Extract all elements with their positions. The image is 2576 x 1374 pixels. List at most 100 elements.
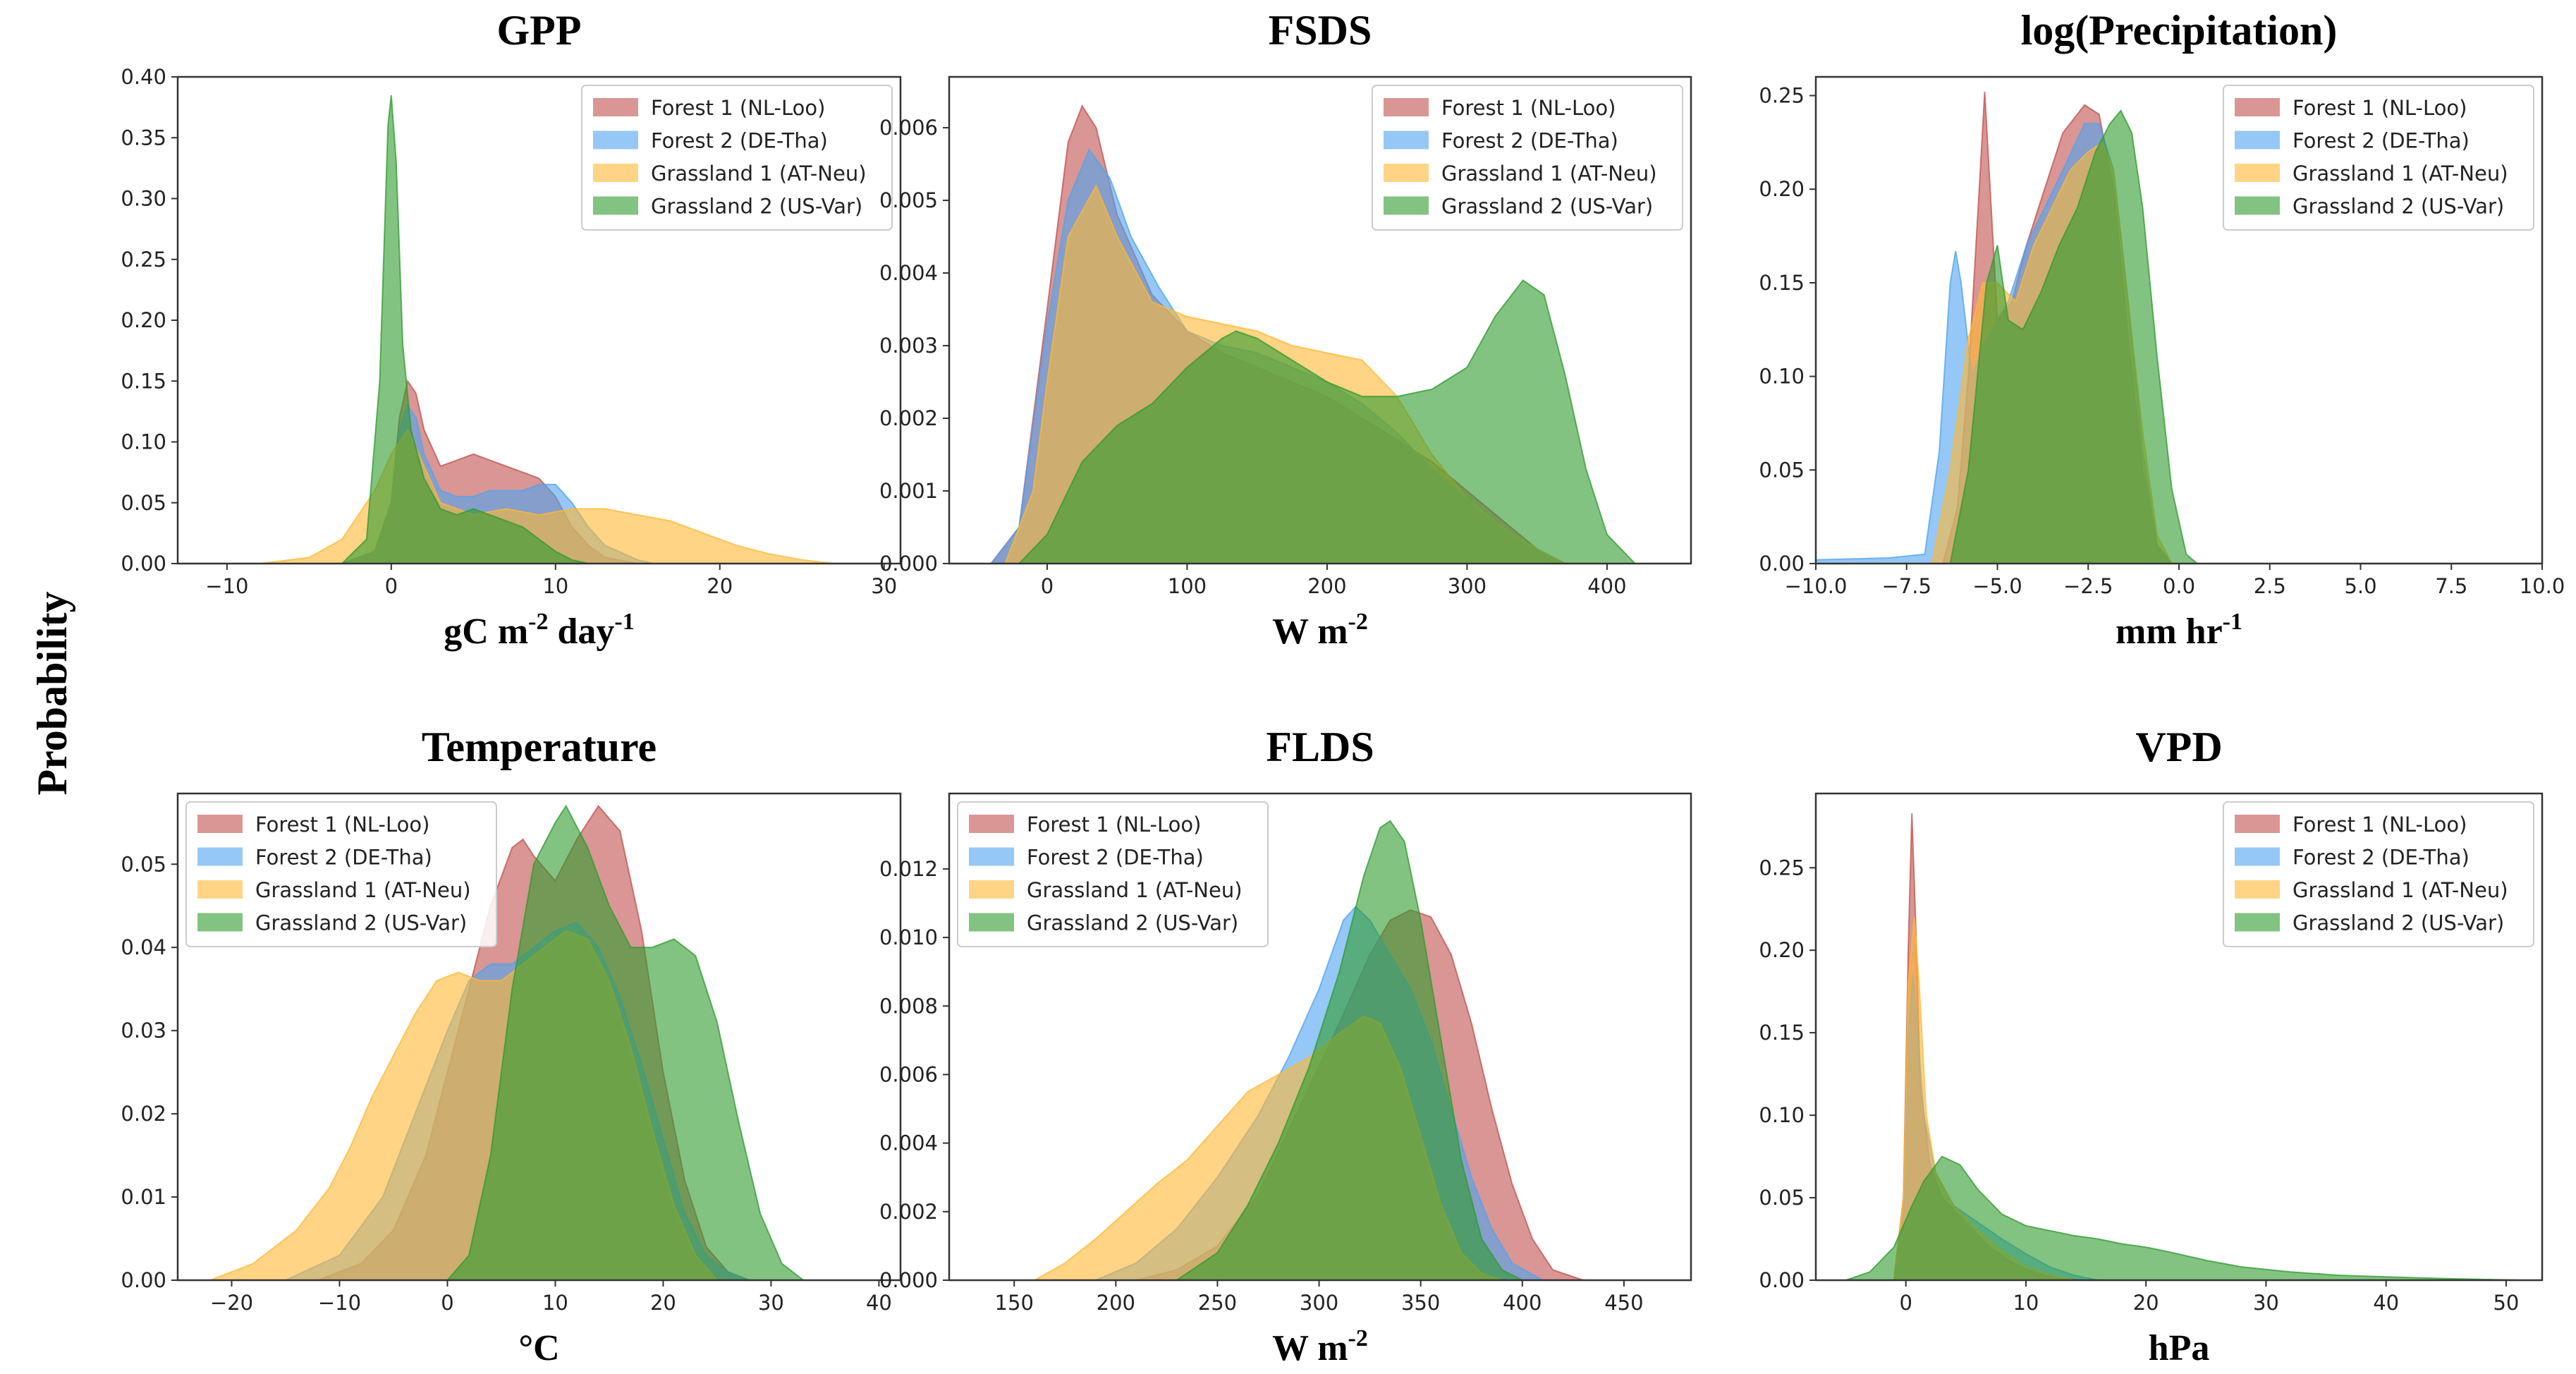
y-tick-label: 0.15 <box>1759 271 1805 295</box>
legend: Forest 1 (NL-Loo) Forest 2 (DE-Tha) Grassl… <box>185 801 497 947</box>
x-tick-label: 350 <box>1401 1291 1440 1315</box>
legend-label: Grassland 1 (AT-Neu) <box>2293 878 2508 902</box>
chart-title: log(Precipitation) <box>2021 7 2338 54</box>
x-axis-label: W m-2 <box>1272 1325 1368 1368</box>
legend-swatch <box>197 880 243 899</box>
legend-swatch <box>593 130 638 150</box>
legend: Forest 1 (NL-Loo) Forest 2 (DE-Tha) Grassl… <box>2223 85 2534 231</box>
y-tick-label: 0.25 <box>121 248 166 272</box>
y-tick-label: 0.30 <box>121 187 166 211</box>
chart-panel-3: −10.0 −7.5 −5.0 −2.5 0.0 2.5 5.0 7.5 10.0 0.00 0.0… <box>1759 7 2565 652</box>
x-tick-label: 10 <box>542 1291 568 1315</box>
x-tick-label: 250 <box>1198 1291 1237 1315</box>
legend: Forest 1 (NL-Loo) Forest 2 (DE-Tha) Grassl… <box>2223 801 2534 947</box>
legend-swatch <box>197 847 243 866</box>
x-tick-label: 2.5 <box>2254 574 2286 598</box>
y-tick-label: 0.25 <box>1759 856 1805 880</box>
x-tick-label: 20 <box>2133 1291 2159 1315</box>
legend-label: Forest 1 (NL-Loo) <box>255 813 429 837</box>
series-area-4 <box>446 804 805 1280</box>
x-axis-label: gC m-2 day-1 <box>444 609 634 652</box>
y-tick-label: 0.10 <box>1759 365 1805 389</box>
x-axis-label: mm hr-1 <box>2116 609 2242 652</box>
x-tick-label: −20 <box>210 1291 253 1315</box>
x-tick-label: 10 <box>2013 1291 2039 1315</box>
y-tick-label: 0.10 <box>1759 1103 1805 1127</box>
legend-box <box>1372 85 1683 231</box>
legend-label: Grassland 1 (AT-Neu) <box>1027 878 1243 902</box>
plot-frame <box>948 75 1692 565</box>
series-area-4 <box>1176 820 1523 1280</box>
plot-frame <box>948 792 1692 1282</box>
legend-swatch <box>2235 164 2280 182</box>
x-tick-label: 30 <box>758 1291 784 1315</box>
x-tick-label: 400 <box>1503 1291 1542 1315</box>
x-tick-label: 10.0 <box>2520 574 2565 598</box>
y-tick-label: 0.20 <box>1759 177 1805 201</box>
legend-label: Forest 1 (NL-Loo) <box>2293 813 2467 837</box>
chart-panel-6: 0 10 20 30 40 50 0.00 0.05 0.10 0.15 0.20 0.25 VPD hP… <box>1759 724 2544 1368</box>
legend-swatch <box>969 847 1014 866</box>
y-tick-label: 0.01 <box>121 1185 166 1209</box>
y-tick-label: 0.00 <box>121 1268 166 1292</box>
legend-box <box>2223 85 2534 231</box>
legend-label: Grassland 2 (US-Var) <box>2293 195 2504 219</box>
chart-title: FLDS <box>1266 724 1374 770</box>
y-tick-label: 0.05 <box>121 852 166 876</box>
y-tick-label: 0.05 <box>1759 458 1805 482</box>
legend-box <box>957 801 1269 947</box>
legend-swatch <box>593 164 638 182</box>
x-tick-label: 40 <box>866 1291 892 1315</box>
y-tick-label: 0.000 <box>879 1268 938 1292</box>
legend-swatch <box>2235 913 2280 932</box>
series-group <box>990 104 1636 564</box>
series-group <box>1816 92 2199 564</box>
figure-ylabel: Probability <box>29 592 75 796</box>
y-tick-label: 0.10 <box>121 430 166 454</box>
x-axis-label: W m-2 <box>1272 609 1368 652</box>
series-group <box>1845 813 2519 1280</box>
legend-box <box>185 801 497 947</box>
x-tick-label: −2.5 <box>2063 574 2113 598</box>
legend: Forest 1 (NL-Loo) Forest 2 (DE-Tha) Grassl… <box>1372 85 1683 231</box>
y-tick-label: 0.00 <box>121 552 166 576</box>
y-tick-label: 0.20 <box>1759 938 1805 962</box>
x-tick-label: −7.5 <box>1882 574 1931 598</box>
x-tick-label: 10 <box>542 574 568 598</box>
legend-label: Grassland 2 (US-Var) <box>1441 195 1653 219</box>
x-tick-label: 30 <box>2253 1291 2279 1315</box>
x-tick-label: −10.0 <box>1785 574 1848 598</box>
x-tick-label: 0 <box>1041 574 1054 598</box>
legend-swatch <box>593 196 638 215</box>
legend-swatch <box>1384 98 1429 116</box>
legend-label: Grassland 1 (AT-Neu) <box>1441 162 1657 186</box>
x-tick-label: 20 <box>650 1291 676 1315</box>
legend-swatch <box>2235 130 2280 150</box>
chart-panel-5: 150 200 250 300 350 400 450 0.000 0.002 0.004 0.00… <box>879 724 1692 1368</box>
y-tick-label: 0.05 <box>121 491 166 515</box>
y-tick-label: 0.05 <box>1759 1186 1805 1210</box>
y-tick-label: 0.04 <box>121 935 166 959</box>
x-axis-label: °C <box>518 1328 559 1368</box>
series-group <box>260 95 835 564</box>
legend: Forest 1 (NL-Loo) Forest 2 (DE-Tha) Grassl… <box>581 85 893 231</box>
x-tick-label: 0 <box>441 1291 453 1315</box>
chart-panel-2: 0 100 200 300 400 0.000 0.001 0.002 0.003 0.004 0.… <box>879 7 1692 652</box>
x-tick-label: 0.0 <box>2163 574 2195 598</box>
legend-label: Forest 1 (NL-Loo) <box>1027 813 1201 837</box>
y-tick-label: 0.15 <box>121 369 166 393</box>
x-tick-label: −10 <box>205 574 248 598</box>
series-group <box>209 804 805 1280</box>
legend-swatch <box>2235 98 2280 116</box>
plot-frame <box>1814 792 2544 1282</box>
y-tick-label: 0.002 <box>879 1200 938 1224</box>
legend-swatch <box>2235 880 2280 899</box>
legend-label: Forest 1 (NL-Loo) <box>2293 96 2467 120</box>
legend-label: Forest 2 (DE-Tha) <box>1441 129 1618 153</box>
legend-swatch <box>593 98 638 116</box>
x-tick-label: 0 <box>1899 1291 1912 1315</box>
y-tick-label: 0.012 <box>879 857 938 881</box>
legend-label: Grassland 1 (AT-Neu) <box>651 162 867 186</box>
y-tick-label: 0.006 <box>879 1062 938 1086</box>
legend-swatch <box>969 880 1014 899</box>
